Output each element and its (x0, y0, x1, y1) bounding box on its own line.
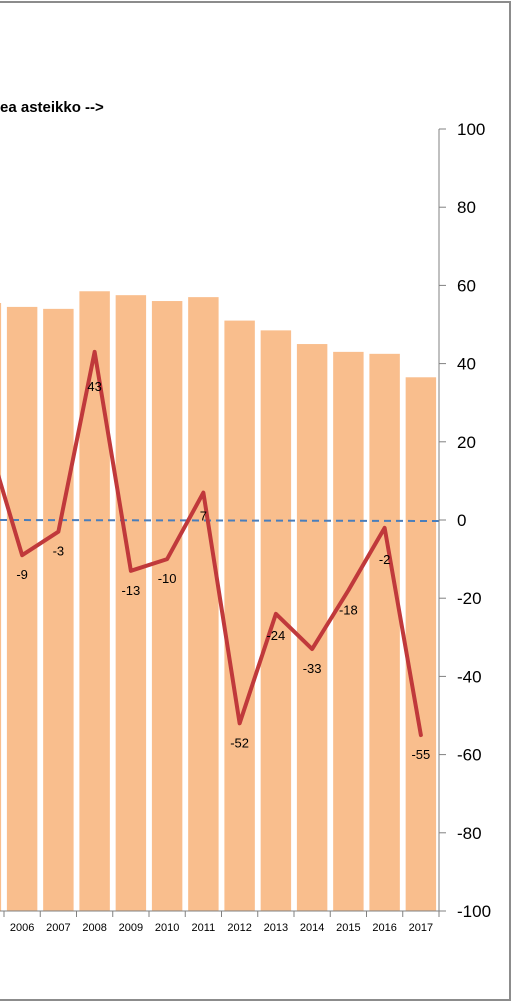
line-point-2012 (238, 722, 241, 725)
line-point-2009 (129, 569, 132, 572)
data-label-2013: -24 (266, 628, 285, 643)
x-tick-label-2015: 2015 (336, 922, 360, 934)
y-tick-label--20: -20 (457, 589, 482, 608)
x-tick-label-2007: 2007 (46, 922, 70, 934)
x-tick-label-2016: 2016 (372, 922, 396, 934)
data-label-2016: -2 (379, 552, 391, 567)
y-tick-label-40: 40 (457, 355, 476, 374)
data-label-2009: -13 (121, 583, 140, 598)
x-tick-label-2017: 2017 (409, 922, 433, 934)
line-point-2015 (347, 589, 350, 592)
line-point-2010 (166, 558, 169, 561)
y-tick-label--60: -60 (457, 746, 482, 765)
data-label-2006: -9 (16, 567, 28, 582)
data-label-2007: -3 (53, 544, 65, 559)
data-label-2017: -55 (411, 747, 430, 762)
y-tick-label-80: 80 (457, 198, 476, 217)
x-tick-label-2010: 2010 (155, 922, 179, 934)
line-point-2011 (202, 491, 205, 494)
x-tick-label-2013: 2013 (264, 922, 288, 934)
y-tick-label--100: -100 (457, 902, 491, 921)
bar-2017 (405, 377, 437, 911)
x-tick-label-2012: 2012 (227, 922, 251, 934)
data-label-2010: -10 (158, 571, 177, 586)
data-label-2012: -52 (230, 735, 249, 750)
y-tick-label-0: 0 (457, 511, 466, 530)
x-tick-label-2009: 2009 (119, 922, 143, 934)
line-point-2014 (311, 648, 314, 651)
data-label-2011: 7 (200, 509, 207, 524)
y-tick-label-20: 20 (457, 433, 476, 452)
y-tick-label--80: -80 (457, 824, 482, 843)
line-point-2016 (383, 526, 386, 529)
bar-2007 (43, 308, 74, 911)
bar-partial-previous (0, 302, 2, 911)
chart-annotation: ea asteikko --> (0, 99, 104, 116)
y-tick-label-60: 60 (457, 276, 476, 295)
x-tick-label-2011: 2011 (192, 922, 216, 934)
x-tick-label-2014: 2014 (300, 922, 324, 934)
data-label-2014: -33 (303, 661, 322, 676)
reference-line-zero (0, 519, 440, 522)
bar-2015 (333, 351, 364, 911)
data-label-2008: 43 (87, 379, 101, 394)
line-point-2007 (57, 530, 60, 533)
bar-2011 (188, 297, 219, 911)
bar-2010 (151, 301, 183, 911)
line-point-2013 (274, 612, 277, 615)
line-point-2008 (93, 350, 96, 353)
data-label-2015: -18 (339, 602, 358, 617)
bar-2016 (369, 353, 400, 911)
x-tick-label-2006: 2006 (10, 922, 34, 934)
bar-2012 (224, 320, 255, 912)
line-point-2006 (21, 554, 24, 557)
bar-2006 (6, 306, 38, 911)
x-tick-label-2008: 2008 (82, 922, 106, 934)
bar-2009 (115, 295, 147, 911)
y-tick-label-100: 100 (457, 120, 485, 139)
bar-2013 (260, 330, 292, 911)
line-point-2017 (419, 734, 422, 737)
bar-2014 (296, 344, 328, 911)
y-tick-label--40: -40 (457, 667, 482, 686)
